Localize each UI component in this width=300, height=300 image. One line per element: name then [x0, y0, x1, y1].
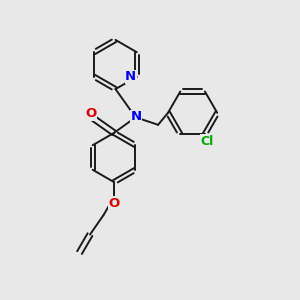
Text: N: N [130, 110, 142, 123]
Text: O: O [85, 107, 97, 120]
Text: O: O [108, 196, 120, 210]
Text: N: N [125, 70, 136, 83]
Text: Cl: Cl [201, 135, 214, 148]
